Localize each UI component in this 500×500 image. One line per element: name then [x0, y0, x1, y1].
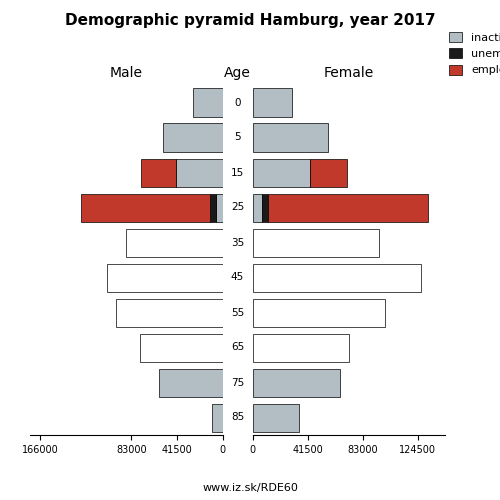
Text: www.iz.sk/RDE60: www.iz.sk/RDE60 — [202, 482, 298, 492]
Text: 25: 25 — [231, 202, 244, 212]
Text: 15: 15 — [231, 168, 244, 177]
Text: 55: 55 — [231, 308, 244, 318]
Bar — [252, 124, 328, 152]
Bar — [163, 124, 222, 152]
Text: Demographic pyramid Hamburg, year 2017: Demographic pyramid Hamburg, year 2017 — [64, 12, 436, 28]
Text: Female: Female — [324, 66, 374, 80]
Bar — [158, 368, 222, 396]
Text: 45: 45 — [231, 272, 244, 282]
Text: Male: Male — [110, 66, 143, 80]
Text: 85: 85 — [231, 412, 244, 422]
Text: 0: 0 — [234, 98, 241, 108]
Text: 5: 5 — [234, 132, 241, 142]
Bar — [193, 88, 222, 117]
Bar — [252, 404, 299, 431]
Bar — [210, 194, 216, 222]
Text: 35: 35 — [231, 238, 244, 248]
Bar — [126, 228, 222, 256]
Bar — [262, 194, 268, 222]
Bar — [252, 298, 386, 326]
Bar — [252, 264, 421, 291]
Bar — [252, 194, 262, 222]
Bar — [107, 264, 222, 291]
Bar — [252, 158, 310, 186]
Text: 75: 75 — [231, 378, 244, 388]
Bar — [252, 228, 378, 256]
Bar — [140, 334, 222, 361]
Bar — [80, 194, 210, 222]
Bar — [252, 88, 292, 117]
Bar — [141, 158, 176, 186]
Bar — [252, 334, 350, 361]
Bar — [212, 404, 222, 431]
Legend: inactive, unemployed, employed: inactive, unemployed, employed — [444, 28, 500, 80]
Bar — [216, 194, 222, 222]
Bar — [310, 158, 347, 186]
Bar — [252, 368, 340, 396]
Bar — [116, 298, 222, 326]
Text: Age: Age — [224, 66, 251, 80]
Bar — [268, 194, 428, 222]
Text: 65: 65 — [231, 342, 244, 352]
Bar — [176, 158, 222, 186]
